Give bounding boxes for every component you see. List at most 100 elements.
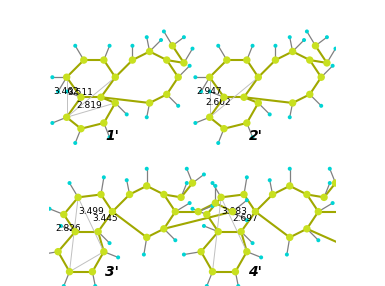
Circle shape	[185, 181, 189, 185]
Circle shape	[202, 172, 206, 176]
Circle shape	[100, 119, 107, 127]
Circle shape	[259, 255, 263, 259]
Text: 2.697: 2.697	[233, 214, 258, 223]
Circle shape	[251, 44, 254, 48]
Circle shape	[315, 208, 322, 215]
Circle shape	[205, 284, 209, 286]
Text: 3.499: 3.499	[78, 207, 104, 216]
Circle shape	[143, 234, 151, 241]
Circle shape	[163, 56, 171, 64]
Circle shape	[316, 238, 320, 242]
Text: 3.462: 3.462	[53, 87, 79, 96]
Circle shape	[331, 201, 335, 205]
Circle shape	[323, 59, 331, 67]
Text: 1': 1'	[105, 129, 119, 143]
Circle shape	[211, 204, 214, 208]
Circle shape	[80, 56, 87, 64]
Circle shape	[97, 94, 105, 101]
Circle shape	[73, 141, 77, 145]
Circle shape	[331, 64, 335, 68]
Text: 2.947: 2.947	[197, 87, 223, 96]
Circle shape	[209, 268, 216, 275]
Circle shape	[320, 194, 328, 201]
Circle shape	[89, 268, 96, 275]
Circle shape	[288, 35, 292, 39]
Circle shape	[72, 228, 79, 235]
Circle shape	[109, 208, 116, 215]
Circle shape	[145, 167, 149, 171]
Circle shape	[240, 94, 248, 101]
Circle shape	[332, 179, 339, 187]
Circle shape	[372, 208, 379, 215]
Circle shape	[63, 114, 70, 121]
Circle shape	[59, 224, 63, 228]
Circle shape	[65, 90, 69, 94]
Circle shape	[177, 194, 185, 201]
Circle shape	[272, 56, 279, 64]
Circle shape	[325, 35, 329, 39]
Circle shape	[338, 208, 345, 215]
Circle shape	[286, 182, 293, 190]
Circle shape	[145, 115, 149, 119]
Circle shape	[160, 225, 167, 233]
Circle shape	[107, 135, 112, 139]
Text: 3.445: 3.445	[92, 214, 118, 223]
Circle shape	[63, 74, 70, 81]
Circle shape	[163, 91, 171, 98]
Circle shape	[125, 178, 129, 182]
Circle shape	[173, 238, 177, 242]
Circle shape	[193, 75, 198, 79]
Circle shape	[213, 184, 218, 188]
Circle shape	[174, 74, 182, 81]
Circle shape	[254, 99, 262, 107]
Circle shape	[285, 253, 289, 257]
Circle shape	[172, 208, 179, 215]
Circle shape	[355, 199, 362, 207]
Circle shape	[97, 191, 105, 198]
Circle shape	[198, 248, 205, 255]
Circle shape	[180, 59, 187, 67]
Circle shape	[236, 284, 240, 286]
Circle shape	[212, 199, 219, 207]
Circle shape	[194, 208, 202, 215]
Circle shape	[345, 172, 349, 176]
Text: 3.083: 3.083	[221, 207, 247, 216]
Circle shape	[312, 42, 319, 49]
Text: 2.826: 2.826	[55, 224, 81, 233]
Circle shape	[159, 38, 163, 42]
Circle shape	[216, 44, 220, 48]
Circle shape	[146, 99, 153, 107]
Circle shape	[220, 125, 228, 132]
Circle shape	[67, 181, 72, 185]
Circle shape	[243, 119, 251, 127]
Circle shape	[54, 248, 62, 255]
Circle shape	[193, 121, 198, 125]
Circle shape	[176, 104, 180, 108]
Text: 2.602: 2.602	[205, 98, 231, 108]
Circle shape	[47, 207, 52, 211]
Circle shape	[216, 141, 220, 145]
Text: 3': 3'	[105, 265, 119, 279]
Circle shape	[306, 56, 313, 64]
Circle shape	[372, 242, 379, 250]
Circle shape	[102, 175, 106, 179]
Circle shape	[93, 284, 97, 286]
Circle shape	[182, 35, 186, 39]
Circle shape	[66, 268, 73, 275]
Circle shape	[286, 234, 293, 241]
Circle shape	[107, 44, 112, 48]
Circle shape	[223, 56, 231, 64]
Circle shape	[214, 228, 222, 235]
Circle shape	[100, 248, 107, 255]
Circle shape	[129, 56, 136, 64]
Circle shape	[220, 94, 228, 101]
Circle shape	[268, 178, 272, 182]
Circle shape	[208, 90, 212, 94]
Circle shape	[254, 74, 262, 81]
Circle shape	[245, 218, 249, 222]
Circle shape	[199, 90, 203, 94]
Circle shape	[116, 255, 120, 259]
Circle shape	[145, 35, 149, 39]
Circle shape	[211, 181, 214, 185]
Circle shape	[143, 182, 151, 190]
